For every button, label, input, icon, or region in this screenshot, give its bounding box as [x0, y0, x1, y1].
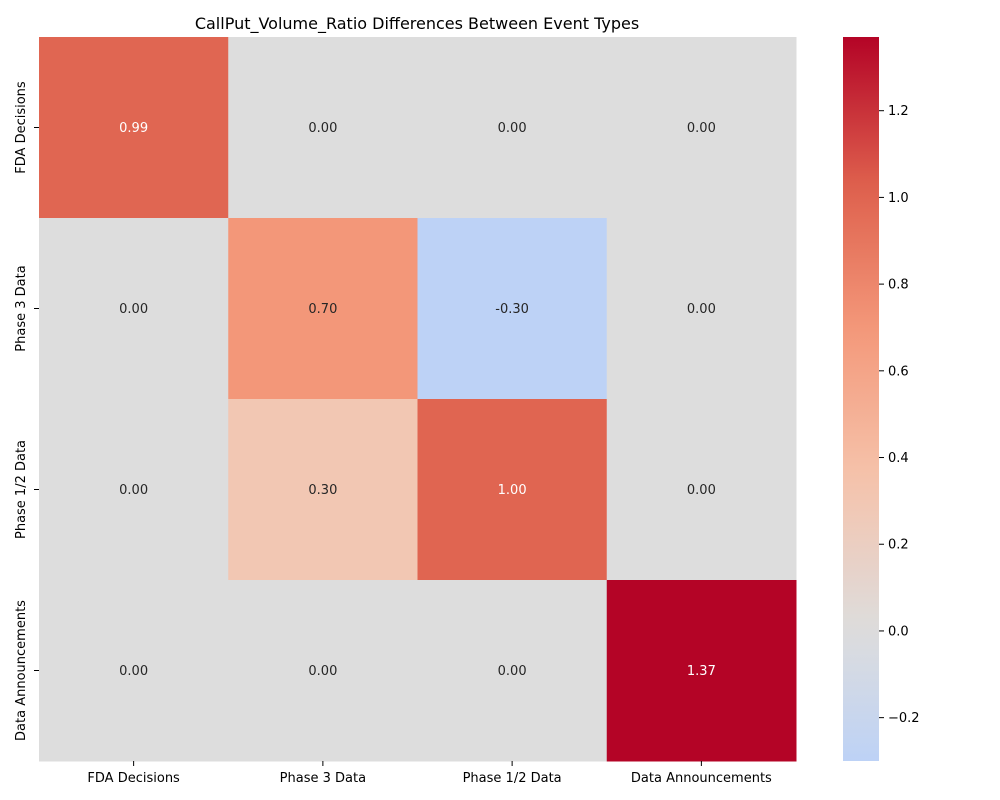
- y-tick-label: Phase 3 Data: [14, 265, 29, 351]
- heatmap-cell: [606, 399, 797, 581]
- heatmap-cell: [39, 37, 229, 219]
- chart-title: CallPut_Volume_Ratio Differences Between…: [195, 14, 639, 34]
- colorbar-tick-label: 1.2: [888, 104, 909, 119]
- heatmap-cell: [417, 37, 608, 219]
- cell-value-label: 0.00: [308, 664, 337, 679]
- cell-value-label: 0.00: [119, 664, 148, 679]
- heatmap-cell-labels: 0.99 0.00 0.00 0.00 0.00 0.70 -0.30 0.00 0.00 0.3…: [119, 121, 716, 679]
- heatmap-cell: [606, 580, 797, 762]
- x-tick-label: Phase 3 Data: [280, 771, 366, 786]
- y-tick-label: Data Announcements: [14, 600, 29, 741]
- cell-value-label: 0.00: [687, 302, 716, 317]
- heatmap-cell: [228, 580, 418, 762]
- cell-value-label: 1.37: [687, 664, 716, 679]
- heatmap-cell: [417, 580, 608, 762]
- colorbar: −0.2 0.0 0.2 0.4 0.6 0.8 1.0 1.2: [843, 37, 920, 761]
- colorbar-tick-label: −0.2: [888, 711, 920, 726]
- x-tick-label: FDA Decisions: [87, 771, 180, 786]
- cell-value-label: 1.00: [498, 483, 527, 498]
- heatmap-cell: [39, 580, 229, 762]
- cell-value-label: 0.00: [498, 664, 527, 679]
- colorbar-tick-label: 0.4: [888, 451, 909, 466]
- x-tick-label: Data Announcements: [631, 771, 772, 786]
- cell-value-label: 0.00: [119, 302, 148, 317]
- heatmap-cell: [606, 37, 797, 219]
- cell-value-label: 0.30: [308, 483, 337, 498]
- cell-value-label: 0.00: [687, 483, 716, 498]
- y-tick-label: Phase 1/2 Data: [14, 440, 29, 539]
- x-tick-label: Phase 1/2 Data: [463, 771, 562, 786]
- heatmap-cell: [39, 399, 229, 581]
- colorbar-tick-label: 0.6: [888, 364, 909, 379]
- heatmap-cell: [606, 218, 797, 400]
- cell-value-label: 0.70: [308, 302, 337, 317]
- cell-value-label: 0.00: [687, 121, 716, 136]
- heatmap-cell: [228, 37, 418, 219]
- colorbar-tick-label: 1.0: [888, 191, 909, 206]
- y-tick-label: FDA Decisions: [14, 81, 29, 174]
- cell-value-label: 0.00: [308, 121, 337, 136]
- colorbar-tick-label: 0.2: [888, 538, 909, 553]
- heatmap-cells: [39, 37, 797, 762]
- cell-value-label: 0.00: [498, 121, 527, 136]
- cell-value-label: 0.99: [119, 121, 148, 136]
- heatmap-cell: [417, 218, 608, 400]
- colorbar-tick-label: 0.8: [888, 278, 909, 293]
- cell-value-label: -0.30: [495, 302, 529, 317]
- heatmap-cell: [417, 399, 608, 581]
- y-axis: FDA Decisions Phase 3 Data Phase 1/2 Data D…: [14, 81, 39, 741]
- heatmap-cell: [228, 218, 418, 400]
- colorbar-gradient: [843, 37, 879, 761]
- colorbar-tick-label: 0.0: [888, 624, 909, 639]
- heatmap-cell: [228, 399, 418, 581]
- heatmap-cell: [39, 218, 229, 400]
- x-axis: FDA Decisions Phase 3 Data Phase 1/2 Data D…: [87, 761, 772, 786]
- cell-value-label: 0.00: [119, 483, 148, 498]
